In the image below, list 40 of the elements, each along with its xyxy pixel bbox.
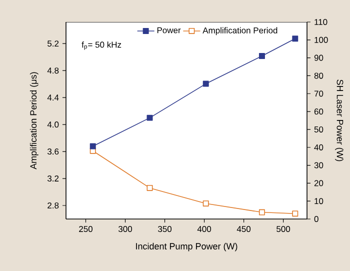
legend-label: Amplification Period bbox=[202, 27, 278, 36]
y2-tick-label: 50 bbox=[314, 126, 324, 132]
point bbox=[292, 36, 298, 42]
point bbox=[146, 184, 153, 191]
point bbox=[258, 53, 265, 60]
y-tick-label: 4.4 bbox=[47, 94, 59, 100]
y-tick-label: 3.6 bbox=[48, 148, 59, 155]
x-tick-label: 250 bbox=[79, 226, 93, 232]
y2-tick-label: 40 bbox=[314, 144, 324, 150]
point bbox=[292, 210, 298, 217]
y2-tick-label: 60 bbox=[314, 108, 324, 115]
y2-tick-label: 110 bbox=[314, 18, 328, 25]
y2-tick-label: 90 bbox=[314, 54, 324, 61]
y-axis-title: Amplification Period (μs) bbox=[30, 72, 38, 170]
point bbox=[90, 143, 96, 150]
y2-tick-label: 100 bbox=[314, 36, 328, 43]
y2-tick-label: 0 bbox=[314, 216, 318, 222]
annotation: f$_{p}$= 50 kHz bbox=[82, 41, 122, 50]
point bbox=[146, 114, 153, 121]
point bbox=[258, 209, 265, 216]
y-tick-label: 5.2 bbox=[48, 40, 59, 47]
y2-axis-title: SH Laser Power (W) bbox=[335, 80, 344, 162]
y-tick-label: 3.2 bbox=[48, 176, 59, 182]
x-tick-label: 500 bbox=[276, 226, 290, 232]
x-axis-title: Incident Pump Power (W) bbox=[136, 242, 238, 252]
y2-tick-label: 30 bbox=[314, 162, 324, 168]
y2-tick-label: 10 bbox=[314, 198, 324, 204]
x-tick-label: 400 bbox=[197, 226, 212, 232]
y2-tick-label: 80 bbox=[314, 72, 324, 79]
point bbox=[202, 80, 209, 87]
y-tick-label: 4.8 bbox=[47, 68, 59, 74]
legend-label: Power bbox=[157, 27, 181, 34]
y-tick-label: 2.8 bbox=[48, 202, 59, 209]
y2-tick-label: 70 bbox=[314, 90, 324, 97]
y-tick-label: 4.0 bbox=[47, 122, 59, 128]
x-tick-label: 450 bbox=[236, 226, 251, 232]
x-tick-label: 350 bbox=[158, 226, 172, 232]
x-tick-label: 300 bbox=[118, 226, 132, 232]
point bbox=[202, 200, 209, 206]
y2-tick-label: 20 bbox=[314, 180, 324, 186]
